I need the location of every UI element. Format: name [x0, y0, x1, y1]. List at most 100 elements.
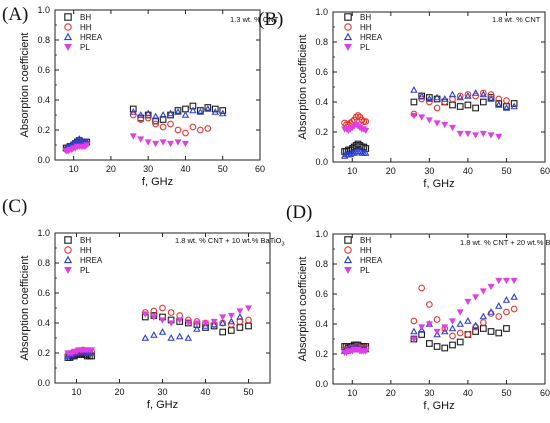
x-tick-label: 20: [114, 387, 124, 397]
data-point: [495, 133, 503, 141]
data-point: [352, 113, 360, 121]
data-point: [503, 325, 510, 332]
legend-label-bh: BH: [80, 13, 91, 22]
data-point: [487, 95, 495, 102]
data-point: [236, 313, 244, 320]
data-point: [152, 140, 160, 148]
legend-label-hh: HH: [80, 23, 92, 32]
data-point: [456, 338, 464, 346]
panel-letter: (C): [2, 196, 27, 217]
data-point: [159, 123, 167, 131]
data-point: [426, 94, 433, 101]
data-point: [358, 116, 366, 124]
x-axis-title: f, GHz: [423, 178, 454, 190]
data-point: [456, 130, 464, 138]
data-point: [441, 121, 449, 129]
data-point: [426, 98, 433, 106]
legend-label-pl: PL: [80, 266, 90, 275]
x-tick-label: 10: [347, 166, 357, 176]
data-point: [464, 317, 472, 324]
y-axis-title: Absorption coefficient: [297, 35, 309, 140]
legend-marker-bh: [344, 13, 352, 21]
y-tick-label: 1.0: [315, 229, 328, 239]
data-point: [456, 92, 464, 100]
x-tick-label: 30: [424, 388, 434, 398]
data-point: [479, 319, 487, 326]
data-point: [503, 308, 510, 316]
data-point: [425, 117, 433, 124]
data-point: [433, 93, 441, 101]
x-tick-label: 60: [255, 164, 265, 174]
x-axis-title: f, GHz: [423, 400, 454, 412]
data-point: [471, 321, 480, 329]
data-point: [211, 105, 219, 113]
series-pl: [64, 305, 252, 357]
data-point: [236, 324, 244, 331]
legend-marker-bh: [64, 236, 72, 244]
panel-4: (D) 0.0 0.2 0.4 0.6 0.8 1.0 10 20 30 40 50 60 f, GHz A…: [286, 202, 550, 412]
data-point: [510, 305, 518, 313]
series-pl: [341, 112, 503, 141]
data-point: [479, 312, 488, 320]
data-point: [176, 317, 184, 324]
panel-letter: (D): [286, 202, 312, 223]
legend-marker-pl: [64, 267, 72, 275]
data-point: [181, 111, 190, 118]
data-point: [456, 329, 464, 337]
data-point: [433, 316, 441, 323]
data-point: [210, 318, 218, 326]
data-point: [141, 334, 150, 341]
x-tick-label: 20: [386, 166, 396, 176]
annotation-text: 1.3 wt. % CNT: [230, 15, 279, 24]
x-tick-label: 40: [463, 388, 473, 398]
data-point: [362, 348, 370, 355]
data-point: [129, 111, 137, 119]
series-pl: [62, 133, 189, 155]
data-point: [418, 284, 426, 292]
data-point: [410, 98, 418, 106]
data-point: [441, 327, 449, 335]
y-tick-label: 0.6: [315, 289, 328, 299]
y-tick-label: 1.0: [315, 7, 328, 17]
data-point: [219, 314, 227, 321]
y-tick-label: 0.6: [37, 288, 50, 298]
panel-3: (C) 0.0 0.2 0.4 0.6 0.8 1.0 10 20 30 40 50 f, GHz Abs…: [2, 196, 285, 411]
data-point: [159, 139, 167, 146]
data-point: [433, 120, 441, 127]
data-point: [150, 331, 158, 338]
series-hrea: [64, 313, 244, 359]
data-point: [487, 283, 495, 291]
data-point: [201, 322, 210, 329]
x-axis-title: f, GHz: [147, 399, 178, 411]
data-point: [502, 277, 510, 285]
y-tick-label: 0.8: [37, 258, 50, 268]
data-point: [136, 111, 145, 118]
data-point: [88, 347, 96, 354]
data-point: [510, 293, 518, 300]
legend-label-bh: BH: [360, 13, 371, 22]
data-point: [227, 312, 235, 320]
data-point: [449, 101, 456, 109]
data-point: [441, 344, 449, 352]
data-point: [479, 130, 487, 138]
data-point: [479, 89, 487, 97]
data-point: [456, 309, 464, 316]
data-point: [245, 316, 252, 324]
x-tick-label: 10: [347, 388, 357, 398]
data-point: [510, 102, 518, 110]
legend-marker-pl: [344, 267, 352, 275]
data-point: [472, 132, 480, 139]
data-point: [410, 336, 418, 343]
data-point: [510, 277, 518, 285]
x-tick-label: 40: [463, 166, 473, 176]
data-point: [197, 126, 204, 134]
y-tick-label: 0.4: [37, 95, 50, 105]
data-point: [479, 288, 487, 295]
data-point: [144, 139, 152, 146]
data-point: [487, 328, 495, 335]
data-point: [464, 130, 472, 138]
data-point: [193, 325, 201, 332]
